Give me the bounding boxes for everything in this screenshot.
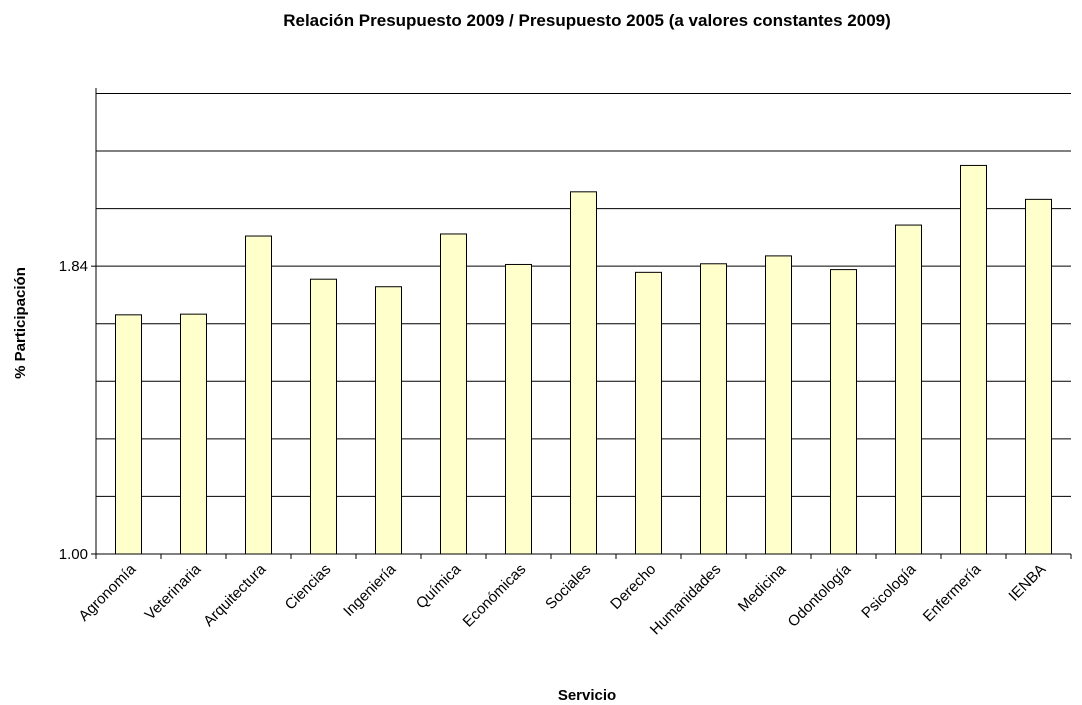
bar-química <box>440 233 467 555</box>
x-category-label: Veterinaria <box>142 560 205 623</box>
bars <box>115 164 1052 555</box>
bar-humanidades <box>700 263 727 555</box>
x-category-label: Ciencias <box>282 561 335 614</box>
bar-enfermería <box>960 164 987 555</box>
bar-ciencias <box>310 278 337 555</box>
chart-title: Relación Presupuesto 2009 / Presupuesto … <box>283 11 891 30</box>
x-category-label: Enfermería <box>920 560 985 625</box>
x-axis-title: Servicio <box>558 687 616 704</box>
x-category-label: Odontología <box>785 560 855 630</box>
x-category-label: Derecho <box>607 561 659 613</box>
y-tick-labels: 1.00 1.84 <box>59 258 96 563</box>
x-category-label: Económicas <box>460 561 530 631</box>
x-category-label: IENBA <box>1005 561 1049 605</box>
x-category-label: Psicología <box>858 560 919 621</box>
bar-sociales <box>570 191 597 555</box>
bar-arquitectura <box>245 235 272 555</box>
bar-ienba <box>1025 198 1052 555</box>
axes <box>95 88 1072 559</box>
y-tick-label: 1.84 <box>59 258 88 275</box>
bar-económicas <box>505 263 532 555</box>
bar-derecho <box>635 271 662 555</box>
bar-ingeniería <box>375 286 402 555</box>
bar-psicología <box>895 224 922 555</box>
bar-odontología <box>830 269 857 555</box>
bar-veterinaria <box>180 313 207 555</box>
x-category-label: Agronomía <box>75 560 139 624</box>
y-tick-label: 1.00 <box>59 546 88 563</box>
x-category-label: Química <box>413 560 465 612</box>
y-axis-title: % Participación <box>12 267 29 379</box>
x-category-label: Medicina <box>735 560 790 615</box>
x-category-label: Sociales <box>542 561 594 613</box>
x-category-label: Ingeniería <box>340 560 400 620</box>
x-category-label: Arquitectura <box>200 560 270 630</box>
bar-agronomía <box>115 314 142 555</box>
bar-medicina <box>765 255 792 555</box>
